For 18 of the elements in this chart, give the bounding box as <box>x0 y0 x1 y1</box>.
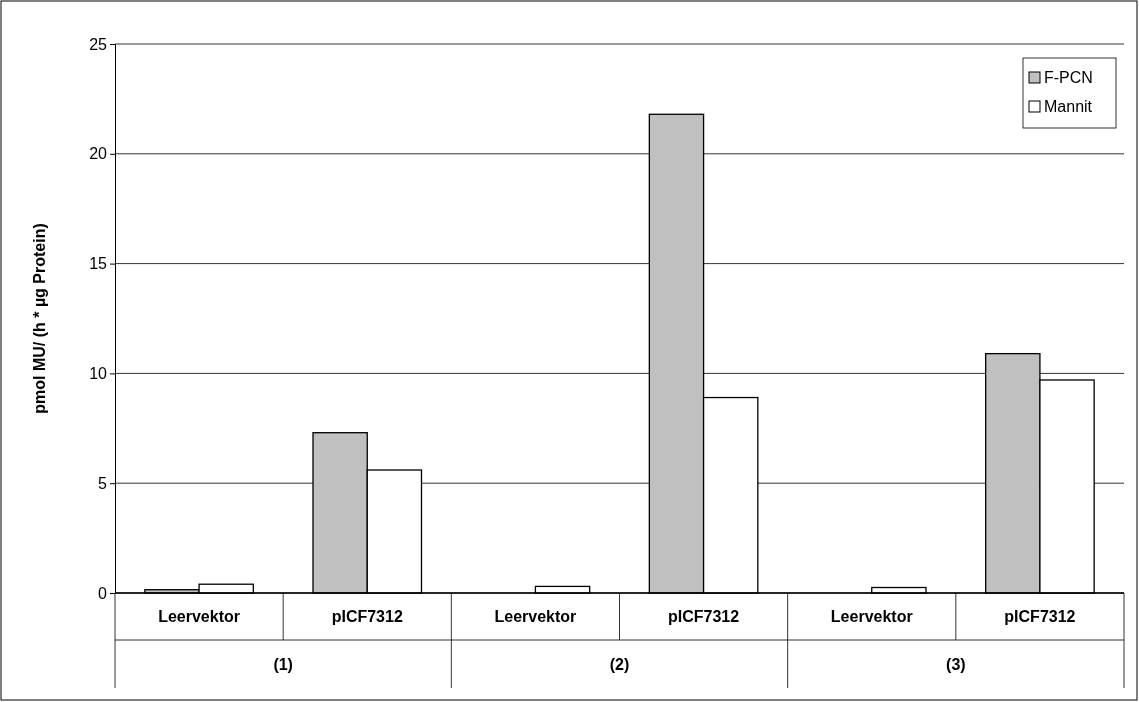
x-tick-label: Leervektor <box>158 608 240 625</box>
y-tick-label: 10 <box>89 365 108 383</box>
x-tick-label: pICF7312 <box>1004 608 1076 625</box>
y-tick-label: 15 <box>89 255 108 273</box>
y-tick-label: 20 <box>89 145 108 163</box>
text: (3) <box>946 656 966 673</box>
x-tick-label: pICF7312 <box>668 608 740 625</box>
y-axis-title: pmol MU/ (h * µg Protein) <box>31 223 48 414</box>
y-tick-label: 5 <box>98 474 108 492</box>
x-tick-label: Leervektor <box>494 608 577 625</box>
y-tick-label: 0 <box>98 584 108 602</box>
x-tick-label: Leervektor <box>830 608 913 625</box>
legend-label: Mannit <box>1044 98 1093 115</box>
legend-label: F-PCN <box>1044 69 1093 86</box>
x-tick-label: pICF7312 <box>331 608 403 625</box>
y-tick-label: 25 <box>89 35 108 53</box>
text: (2) <box>609 656 630 673</box>
text: (1) <box>273 656 293 673</box>
